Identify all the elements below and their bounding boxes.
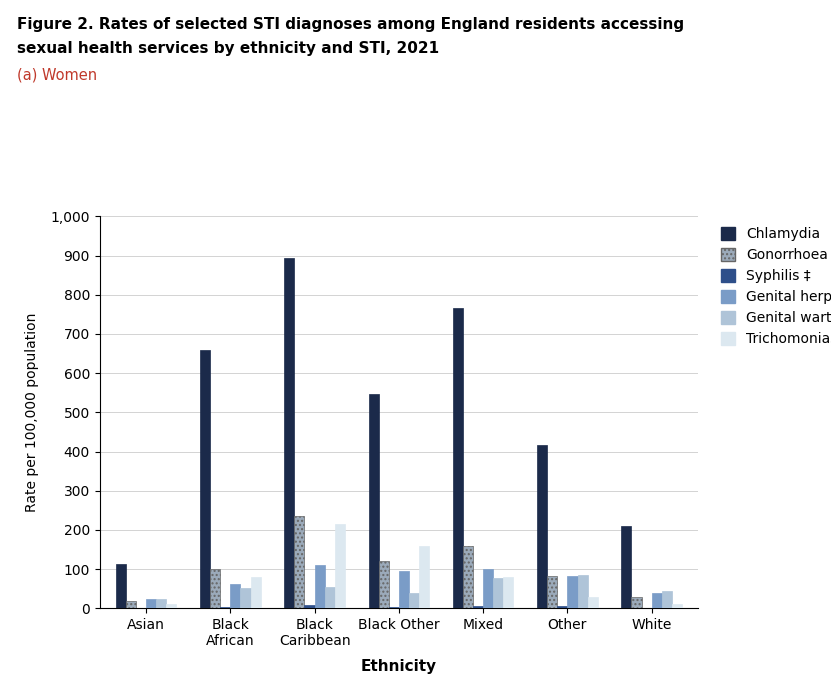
Bar — [453, 308, 463, 608]
Bar — [473, 606, 483, 608]
Bar — [368, 393, 379, 608]
Bar — [294, 516, 304, 608]
Bar — [389, 607, 399, 608]
Bar — [661, 591, 672, 608]
Bar — [304, 605, 315, 608]
Bar — [166, 604, 176, 608]
Bar — [409, 593, 419, 608]
Bar — [652, 593, 661, 608]
Bar — [622, 526, 632, 608]
Bar — [284, 258, 294, 608]
Bar — [399, 571, 409, 608]
Bar — [156, 599, 166, 608]
Bar — [335, 524, 345, 608]
Bar — [146, 599, 156, 608]
Bar — [200, 349, 210, 608]
Bar — [547, 576, 558, 608]
Bar — [632, 597, 642, 608]
Bar — [379, 561, 389, 608]
Bar — [494, 578, 504, 608]
Bar — [240, 588, 251, 608]
Bar — [419, 546, 430, 608]
Text: sexual health services by ethnicity and STI, 2021: sexual health services by ethnicity and … — [17, 41, 439, 55]
Bar — [325, 587, 335, 608]
Bar — [116, 564, 125, 608]
Bar — [578, 575, 588, 608]
Bar — [568, 576, 578, 608]
Bar — [504, 577, 514, 608]
X-axis label: Ethnicity: Ethnicity — [361, 659, 437, 675]
Bar — [588, 597, 597, 608]
Bar — [558, 606, 568, 608]
Legend: Chlamydia, Gonorrhoea, Syphilis ‡, Genital herpes*, Genital warts*, Trichomonias: Chlamydia, Gonorrhoea, Syphilis ‡, Genit… — [717, 223, 831, 350]
Bar — [125, 602, 136, 608]
Bar — [220, 607, 230, 608]
Bar — [483, 569, 494, 608]
Bar — [210, 569, 220, 608]
Text: Figure 2. Rates of selected STI diagnoses among England residents accessing: Figure 2. Rates of selected STI diagnose… — [17, 17, 684, 32]
Bar — [672, 604, 682, 608]
Bar — [463, 546, 473, 608]
Bar — [230, 584, 240, 608]
Y-axis label: Rate per 100,000 population: Rate per 100,000 population — [26, 313, 39, 512]
Text: (a) Women: (a) Women — [17, 68, 96, 82]
Bar — [251, 577, 261, 608]
Bar — [537, 445, 547, 608]
Bar — [315, 565, 325, 608]
